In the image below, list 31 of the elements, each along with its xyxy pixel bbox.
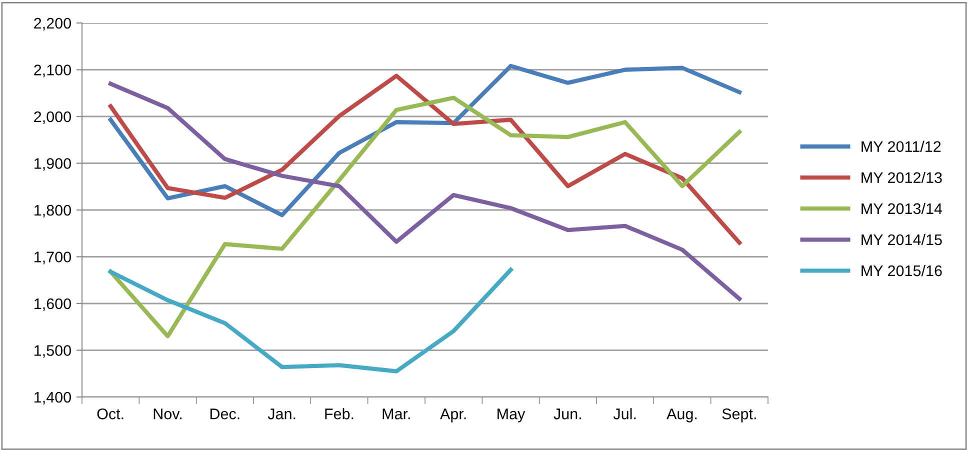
y-tick-label: 1,700: [34, 252, 71, 264]
x-tick-label: Jun.: [554, 408, 581, 420]
y-tick-label: 1,400: [34, 392, 71, 404]
y-tick-label: 2,100: [34, 64, 71, 78]
x-tick-label: Aug.: [666, 408, 697, 422]
x-tick-label: Oct.: [97, 408, 124, 420]
x-tick-label: Mar.: [382, 408, 410, 420]
y-tick-label: 1,800: [34, 204, 71, 218]
x-tick-label: Jul.: [613, 408, 636, 420]
legend-label: MY 2013/14: [862, 202, 942, 214]
y-tick-label: 2,000: [34, 111, 71, 124]
x-tick-label: Jan.: [268, 408, 296, 420]
x-tick-label: Sept.: [722, 408, 756, 422]
y-tick-label: 1,900: [34, 158, 71, 171]
legend-label: MY 2011/12: [862, 140, 941, 152]
line-series: [108, 268, 513, 374]
x-tick-label: Apr.: [440, 408, 466, 422]
line-series: [108, 74, 742, 245]
x-tick-label: Dec.: [210, 408, 240, 420]
legend-label: MY 2015/16: [862, 264, 942, 276]
line-series: [108, 96, 742, 338]
x-tick-label: Nov.: [154, 408, 182, 420]
legend-label: MY 2014/15: [862, 234, 942, 246]
x-tick-label: May: [498, 408, 526, 422]
legend-label: MY 2012/13: [862, 172, 942, 184]
x-tick-label: Feb.: [325, 408, 354, 420]
line-series: [108, 82, 742, 301]
y-tick-label: 2,200: [34, 18, 71, 30]
line-series: [108, 64, 742, 218]
y-tick-label: 1,500: [34, 345, 71, 358]
y-tick-label: 1,600: [34, 298, 71, 311]
